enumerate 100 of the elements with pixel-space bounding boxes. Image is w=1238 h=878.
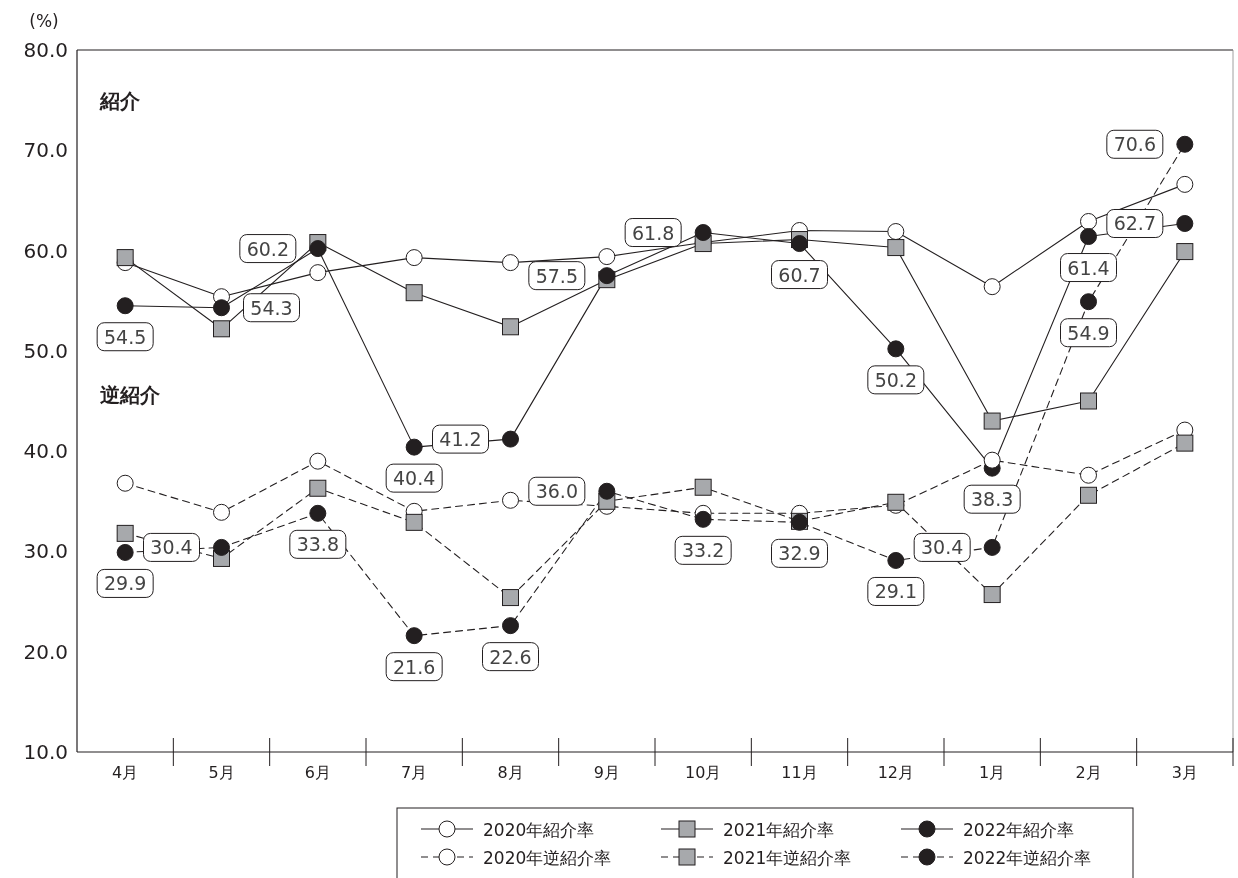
data-label: 29.1 bbox=[874, 580, 917, 603]
point bbox=[213, 538, 230, 556]
x-tick-label: 7月 bbox=[401, 763, 428, 782]
legend-label: 2020年逆紹介率 bbox=[483, 848, 612, 868]
point bbox=[405, 249, 423, 267]
point bbox=[887, 223, 905, 241]
point bbox=[116, 524, 134, 542]
point bbox=[405, 513, 423, 531]
y-tick-label: 30.0 bbox=[23, 539, 68, 564]
point bbox=[887, 340, 905, 358]
point bbox=[309, 452, 327, 470]
point bbox=[502, 430, 519, 448]
point bbox=[405, 438, 423, 456]
data-label: 50.2 bbox=[874, 368, 917, 391]
point bbox=[405, 284, 423, 302]
point bbox=[309, 240, 327, 258]
data-label: 30.4 bbox=[921, 536, 964, 559]
data-label: 21.6 bbox=[393, 655, 436, 678]
x-tick-label: 12月 bbox=[877, 763, 915, 782]
point bbox=[1080, 466, 1097, 484]
data-label: 54.3 bbox=[250, 296, 293, 319]
y-tick-label: 20.0 bbox=[23, 639, 68, 664]
data-label: 38.3 bbox=[971, 488, 1014, 511]
point bbox=[1176, 214, 1194, 232]
data-label: 62.7 bbox=[1113, 212, 1156, 235]
annotation: 紹介 bbox=[99, 89, 141, 113]
y-tick-label: 70.0 bbox=[23, 138, 68, 163]
point bbox=[213, 299, 230, 317]
point bbox=[598, 267, 616, 285]
point bbox=[116, 297, 134, 315]
point bbox=[887, 239, 905, 257]
point bbox=[213, 320, 230, 338]
point bbox=[502, 491, 519, 509]
x-tick-label: 5月 bbox=[208, 763, 235, 782]
x-tick-label: 9月 bbox=[593, 763, 620, 782]
point bbox=[694, 510, 712, 528]
point bbox=[502, 254, 519, 272]
point bbox=[983, 451, 1001, 469]
x-tick-label: 1月 bbox=[979, 763, 1006, 782]
legend-label: 2021年逆紹介率 bbox=[723, 848, 852, 868]
x-tick-label: 11月 bbox=[781, 763, 818, 782]
point bbox=[502, 318, 519, 336]
data-label: 41.2 bbox=[439, 428, 482, 451]
point bbox=[502, 589, 519, 607]
point bbox=[116, 249, 134, 267]
point bbox=[1080, 228, 1097, 246]
data-label: 32.9 bbox=[778, 542, 821, 565]
point bbox=[309, 479, 327, 497]
point bbox=[1176, 243, 1194, 261]
x-tick-label: 2月 bbox=[1075, 763, 1102, 782]
point bbox=[1176, 434, 1194, 452]
data-label: 40.4 bbox=[393, 467, 436, 490]
x-tick-label: 10月 bbox=[684, 763, 722, 782]
y-tick-label: 80.0 bbox=[23, 38, 68, 62]
point bbox=[694, 224, 712, 242]
point bbox=[405, 627, 423, 645]
data-label: 33.8 bbox=[296, 533, 339, 556]
point bbox=[309, 264, 327, 282]
point bbox=[983, 278, 1001, 296]
data-label: 36.0 bbox=[535, 480, 578, 503]
data-label: 29.9 bbox=[104, 572, 147, 595]
point bbox=[116, 474, 134, 492]
point bbox=[1080, 486, 1097, 504]
point bbox=[694, 478, 712, 496]
y-tick-label: 10.0 bbox=[23, 740, 68, 764]
y-tick-label: 40.0 bbox=[23, 439, 68, 464]
point bbox=[983, 538, 1001, 556]
x-tick-label: 8月 bbox=[497, 763, 524, 782]
data-label: 60.7 bbox=[778, 263, 821, 286]
point bbox=[1080, 212, 1097, 230]
y-tick-label: 60.0 bbox=[23, 238, 68, 263]
point bbox=[887, 551, 905, 569]
x-tick-label: 4月 bbox=[112, 763, 139, 782]
point bbox=[502, 617, 519, 635]
data-label: 60.2 bbox=[246, 237, 289, 260]
point bbox=[1176, 175, 1194, 193]
point bbox=[598, 248, 616, 266]
point bbox=[213, 503, 230, 521]
x-tick-label: 3月 bbox=[1171, 763, 1198, 782]
data-label: 70.6 bbox=[1113, 133, 1156, 156]
point bbox=[598, 482, 616, 500]
data-label: 33.2 bbox=[682, 539, 725, 562]
point bbox=[1080, 293, 1097, 311]
data-label: 30.4 bbox=[150, 536, 193, 559]
y-axis-title: (%) bbox=[29, 11, 59, 31]
point bbox=[1176, 135, 1194, 153]
point bbox=[116, 543, 134, 561]
data-label: 61.8 bbox=[632, 221, 675, 244]
legend-label: 2020年紹介率 bbox=[483, 820, 595, 840]
data-label: 54.9 bbox=[1067, 321, 1110, 344]
legend-label: 2022年逆紹介率 bbox=[963, 848, 1092, 868]
data-label: 57.5 bbox=[535, 264, 578, 287]
x-tick-label: 6月 bbox=[304, 763, 331, 782]
y-tick-label: 50.0 bbox=[23, 338, 68, 363]
point bbox=[983, 412, 1001, 430]
data-label: 61.4 bbox=[1067, 256, 1110, 279]
point bbox=[791, 235, 808, 253]
point bbox=[309, 504, 327, 522]
legend-label: 2021年紹介率 bbox=[723, 820, 835, 840]
annotation: 逆紹介 bbox=[99, 383, 161, 407]
